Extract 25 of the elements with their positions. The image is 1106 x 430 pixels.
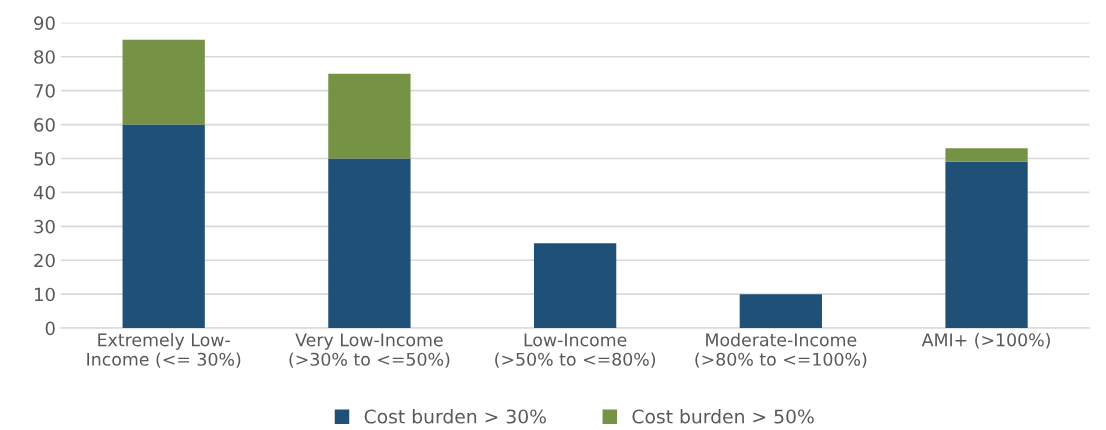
y-tick-label: 40 (33, 185, 55, 200)
x-tick-label: Very Low-Income (>30% to <=50%) (289, 333, 450, 368)
bar (739, 294, 822, 329)
y-tick-label: 30 (34, 219, 55, 234)
y-tick-label: 20 (34, 253, 55, 268)
bar (122, 124, 205, 329)
y-tick-label: 90 (34, 16, 55, 30)
y-tick-label: 60 (34, 118, 55, 132)
y-tick-label: 0 (45, 321, 55, 336)
y-tick-label: 70 (34, 84, 55, 98)
bar (533, 243, 617, 329)
y-tick-label: 10 (34, 287, 55, 302)
bar (328, 73, 411, 159)
bar (122, 39, 205, 125)
bar (945, 148, 1028, 162)
legend-label: Cost burden > 50% (632, 409, 814, 424)
x-tick-label: AMI+ (>100%) (921, 332, 1050, 349)
y-tick-label: 80 (34, 50, 55, 64)
x-tick-label: Extremely Low- Income (<= 30%) (87, 332, 241, 368)
bar (328, 158, 411, 329)
bar (945, 161, 1028, 329)
legend-label: Cost burden > 30% (364, 409, 546, 424)
x-tick-label: Low-Income (>50% to <=80%) (495, 333, 656, 368)
x-tick-label: Moderate-Income (>80% to <=100%) (695, 332, 867, 368)
y-tick-label: 50 (34, 151, 55, 166)
